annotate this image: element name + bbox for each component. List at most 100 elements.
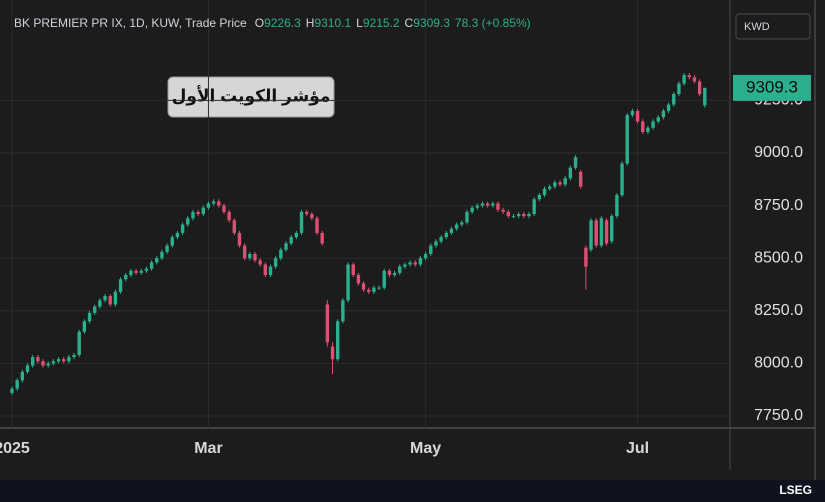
candle-body [341,300,345,322]
ohlc-value: 9310.1 [314,16,351,30]
candle-body [444,232,448,238]
grid [0,0,730,428]
candle-body [273,258,278,267]
candle-body [10,388,14,393]
candle-body [661,110,666,118]
currency-box [735,13,811,40]
candle-body [475,205,479,208]
y-tick-label: 8250.0 [754,302,803,319]
candle-body [30,357,35,366]
candle-body [491,203,495,206]
candle-body [568,167,573,179]
x-tick-label: 2025 [0,440,30,457]
candle-body [336,321,340,360]
candle-body [372,287,376,292]
candle-body [201,207,205,214]
candle-body [180,224,185,233]
candle-body [325,304,330,343]
candle-body [170,237,174,246]
candle-body [377,287,381,289]
candle-body [15,380,19,389]
candle-body [25,365,30,372]
candle-body [573,157,578,168]
candle-body [506,211,511,217]
candle-body [439,237,443,242]
candle-body [93,306,97,313]
ohlc-key: H [306,16,315,30]
change: 78.3 (+0.85%) [455,16,531,30]
candle-body [242,245,247,259]
candle-body [232,220,237,233]
candle-body [697,81,702,95]
candle-body [408,262,412,265]
candle-body [268,266,273,276]
candle-body [542,188,547,196]
candles [10,73,707,395]
candle-body [237,232,242,246]
candle-body [118,279,123,292]
last-price-tag [733,74,811,101]
candle-body [139,270,143,273]
y-tick-label: 8750.0 [754,197,803,214]
candle-body [656,117,660,122]
candle-body [299,211,304,233]
candle-body [103,296,107,301]
candle-body [20,371,25,381]
ohlc-key: O [255,16,264,30]
candle-body [485,203,490,206]
candle-body [558,182,562,185]
ohlc-value: 9309.3 [413,16,450,30]
candle-body [413,262,417,265]
candle-body [692,77,697,82]
annotation: مؤشر الكويت الأول [172,85,331,106]
candle-body [625,115,629,164]
ohlc-key: C [405,16,414,30]
brand: LSEG [779,483,812,497]
candle-body [677,83,681,95]
candle-body [511,216,516,218]
candle-body [41,361,45,366]
candle-body [470,207,474,212]
candle-body [434,241,438,246]
candle-body [423,253,428,259]
candle-body [599,218,604,246]
candle-body [460,222,464,225]
candle-body [429,245,433,254]
candle-body [304,211,309,214]
candle-body [666,104,671,111]
candle-body [87,312,92,322]
candle-body [547,186,552,189]
candle-body [149,262,154,269]
candle-body [206,203,211,208]
candle-body [651,121,655,128]
candle-body [217,201,221,206]
candle-body [465,211,469,223]
candle-body [553,182,557,187]
candle-body [36,357,40,362]
candle-body [330,346,335,360]
last-price: 9309.3 [746,77,798,96]
candle-body [77,331,81,355]
candle-body [584,247,588,267]
candle-body [294,232,299,238]
y-tick-label: 8000.0 [754,355,803,372]
x-tick-label: Mar [194,440,222,457]
candle-body [186,218,190,225]
candle-body [610,216,614,242]
candle-body [62,359,66,362]
candle-body [579,171,583,187]
symbol: BK PREMIER PR IX, 1D, KUW, Trade Price [14,16,247,30]
candle-body [253,253,257,261]
candle-body [604,220,609,244]
candle-body [279,249,283,259]
candle-body [351,264,355,276]
ohlc-key: L [356,16,363,30]
candle-body [527,214,531,217]
candle-body [418,258,423,265]
candle-body [98,300,102,307]
candle-body [356,275,361,284]
candle-body [315,218,319,233]
candle-body [563,178,567,185]
candle-body [263,264,268,276]
candle-body [537,195,542,200]
